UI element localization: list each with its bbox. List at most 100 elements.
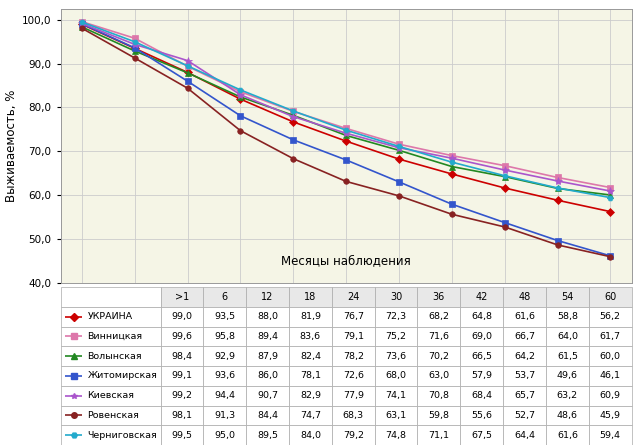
Text: 66,7: 66,7 <box>514 332 535 341</box>
Text: 63,0: 63,0 <box>428 372 449 380</box>
Text: 81,9: 81,9 <box>300 312 321 321</box>
Bar <box>61 346 161 366</box>
Text: 99,2: 99,2 <box>172 391 193 400</box>
Text: Ровенская: Ровенская <box>87 411 139 420</box>
Text: 24: 24 <box>347 292 359 302</box>
Bar <box>503 327 546 346</box>
Text: 67,5: 67,5 <box>471 431 493 440</box>
Bar <box>246 405 289 425</box>
Text: 77,9: 77,9 <box>343 391 364 400</box>
Bar <box>546 327 589 346</box>
Text: Месяцы наблюдения: Месяцы наблюдения <box>281 254 411 267</box>
Text: 52,7: 52,7 <box>514 411 535 420</box>
Bar <box>61 425 161 445</box>
Text: 79,2: 79,2 <box>343 431 364 440</box>
Text: 98,4: 98,4 <box>172 352 193 360</box>
Text: 68,0: 68,0 <box>385 372 406 380</box>
Text: 72,6: 72,6 <box>343 372 364 380</box>
Bar <box>417 386 461 405</box>
Text: 73,6: 73,6 <box>385 352 406 360</box>
Text: 72,3: 72,3 <box>385 312 406 321</box>
Text: 61,7: 61,7 <box>600 332 621 341</box>
Text: 42: 42 <box>475 292 488 302</box>
Bar <box>589 425 632 445</box>
Bar <box>161 287 204 307</box>
Bar <box>204 307 246 327</box>
Bar <box>375 346 417 366</box>
Text: 83,6: 83,6 <box>300 332 321 341</box>
Bar <box>332 307 375 327</box>
Bar <box>589 386 632 405</box>
Text: 71,1: 71,1 <box>428 431 449 440</box>
Bar <box>332 287 375 307</box>
Text: 61,6: 61,6 <box>557 431 578 440</box>
Text: 30: 30 <box>390 292 402 302</box>
Text: 49,6: 49,6 <box>557 372 578 380</box>
Text: 54: 54 <box>561 292 574 302</box>
Text: 66,5: 66,5 <box>471 352 493 360</box>
Bar <box>246 307 289 327</box>
Bar <box>503 425 546 445</box>
Bar <box>546 366 589 386</box>
Bar <box>61 386 161 405</box>
Text: 60,0: 60,0 <box>600 352 621 360</box>
Bar <box>461 307 503 327</box>
Text: 46,1: 46,1 <box>600 372 621 380</box>
Bar <box>417 366 461 386</box>
Text: 60,9: 60,9 <box>600 391 621 400</box>
Bar <box>503 307 546 327</box>
Bar <box>417 327 461 346</box>
Bar <box>246 327 289 346</box>
Bar <box>417 346 461 366</box>
Text: 76,7: 76,7 <box>343 312 364 321</box>
Text: 78,1: 78,1 <box>300 372 321 380</box>
Text: Черниговская: Черниговская <box>87 431 157 440</box>
Bar <box>332 346 375 366</box>
Bar <box>375 327 417 346</box>
Bar <box>246 366 289 386</box>
Text: 98,1: 98,1 <box>172 411 193 420</box>
Bar <box>589 287 632 307</box>
Text: 91,3: 91,3 <box>214 411 235 420</box>
Text: 82,4: 82,4 <box>300 352 321 360</box>
Bar <box>289 386 332 405</box>
Bar <box>375 366 417 386</box>
Text: 95,8: 95,8 <box>214 332 235 341</box>
Bar <box>589 405 632 425</box>
Text: 68,4: 68,4 <box>471 391 493 400</box>
Text: 74,7: 74,7 <box>300 411 321 420</box>
Bar <box>289 366 332 386</box>
Text: Волынская: Волынская <box>87 352 142 360</box>
Bar <box>289 287 332 307</box>
Text: Киевская: Киевская <box>87 391 135 400</box>
Bar <box>461 386 503 405</box>
Bar <box>461 327 503 346</box>
Text: 89,4: 89,4 <box>257 332 278 341</box>
Text: 87,9: 87,9 <box>257 352 278 360</box>
Bar <box>246 346 289 366</box>
Bar <box>461 405 503 425</box>
Bar <box>546 386 589 405</box>
Bar <box>417 405 461 425</box>
Text: 58,8: 58,8 <box>557 312 578 321</box>
Bar <box>589 366 632 386</box>
Bar <box>204 346 246 366</box>
Bar <box>417 307 461 327</box>
Text: 12: 12 <box>262 292 274 302</box>
Text: 36: 36 <box>433 292 445 302</box>
Text: 59,4: 59,4 <box>600 431 621 440</box>
Text: 61,6: 61,6 <box>514 312 535 321</box>
Bar <box>503 405 546 425</box>
Text: 84,0: 84,0 <box>300 431 321 440</box>
Bar <box>461 366 503 386</box>
Text: Винницкая: Винницкая <box>87 332 142 341</box>
Text: 99,6: 99,6 <box>172 332 193 341</box>
Text: 57,9: 57,9 <box>471 372 493 380</box>
Bar <box>289 346 332 366</box>
Bar <box>332 386 375 405</box>
Text: 69,0: 69,0 <box>471 332 493 341</box>
Bar <box>204 287 246 307</box>
Bar <box>161 346 204 366</box>
Bar <box>204 386 246 405</box>
Text: 70,2: 70,2 <box>428 352 449 360</box>
